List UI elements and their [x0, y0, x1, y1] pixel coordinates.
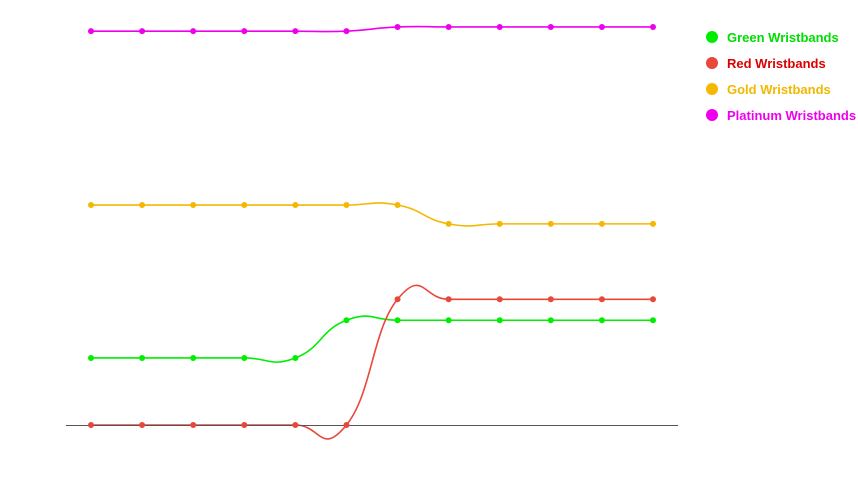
legend-label-green-wristbands: Green Wristbands [727, 29, 839, 45]
series-line-platinum-wristbands [91, 25, 653, 33]
data-point-platinum-wristbands-8[interactable] [445, 23, 452, 30]
legend-label-gold-wristbands: Gold Wristbands [727, 81, 831, 97]
series-points [88, 23, 656, 428]
data-point-red-wristbands-9[interactable] [496, 296, 503, 303]
data-point-gold-wristbands-3[interactable] [190, 202, 197, 209]
data-point-red-wristbands-1[interactable] [88, 422, 94, 428]
data-point-red-wristbands-6[interactable] [343, 422, 350, 428]
legend-marker-green-wristbands [706, 31, 718, 43]
data-point-platinum-wristbands-11[interactable] [598, 23, 605, 30]
legend-label-platinum-wristbands: Platinum Wristbands [727, 107, 857, 123]
legend-item-green-wristbands[interactable]: Green Wristbands [706, 24, 858, 50]
legend-item-red-wristbands[interactable]: Red Wristbands [706, 50, 858, 76]
data-point-gold-wristbands-2[interactable] [139, 202, 146, 209]
data-point-red-wristbands-10[interactable] [547, 296, 554, 303]
data-point-gold-wristbands-5[interactable] [292, 202, 299, 209]
legend-item-platinum-wristbands[interactable]: Platinum Wristbands [706, 102, 858, 128]
data-point-green-wristbands-7[interactable] [394, 317, 401, 324]
data-point-green-wristbands-9[interactable] [496, 317, 503, 324]
data-point-gold-wristbands-7[interactable] [394, 202, 401, 209]
data-point-red-wristbands-7[interactable] [394, 296, 401, 303]
data-point-red-wristbands-2[interactable] [139, 422, 146, 428]
legend-label-red-wristbands: Red Wristbands [727, 55, 826, 71]
data-point-green-wristbands-3[interactable] [190, 354, 197, 361]
data-point-green-wristbands-8[interactable] [445, 317, 452, 324]
data-point-gold-wristbands-12[interactable] [650, 220, 656, 227]
data-point-gold-wristbands-4[interactable] [241, 202, 248, 209]
data-point-gold-wristbands-1[interactable] [88, 202, 94, 209]
data-point-gold-wristbands-10[interactable] [547, 220, 554, 227]
data-point-green-wristbands-10[interactable] [547, 317, 554, 324]
data-point-green-wristbands-5[interactable] [292, 354, 299, 361]
data-point-red-wristbands-3[interactable] [190, 422, 197, 428]
data-point-gold-wristbands-6[interactable] [343, 202, 350, 209]
data-point-green-wristbands-4[interactable] [241, 354, 248, 361]
series-lines [90, 25, 653, 440]
data-point-red-wristbands-5[interactable] [292, 422, 299, 428]
data-point-red-wristbands-12[interactable] [650, 296, 656, 303]
series-line-gold-wristbands [91, 202, 653, 227]
data-point-gold-wristbands-11[interactable] [598, 220, 605, 227]
legend-marker-red-wristbands [706, 57, 718, 69]
data-point-green-wristbands-2[interactable] [139, 354, 146, 361]
data-point-platinum-wristbands-4[interactable] [241, 28, 248, 35]
data-point-platinum-wristbands-9[interactable] [496, 23, 503, 30]
series-line-green-wristbands [91, 315, 653, 363]
data-point-green-wristbands-6[interactable] [343, 317, 350, 324]
data-point-gold-wristbands-8[interactable] [445, 220, 452, 227]
data-point-red-wristbands-8[interactable] [445, 296, 452, 303]
series-line-red-wristbands [90, 284, 653, 440]
legend-marker-gold-wristbands [706, 83, 718, 95]
data-point-green-wristbands-12[interactable] [650, 317, 656, 324]
data-point-platinum-wristbands-6[interactable] [343, 28, 350, 35]
data-point-platinum-wristbands-10[interactable] [547, 23, 554, 30]
data-point-platinum-wristbands-2[interactable] [139, 28, 146, 35]
data-point-green-wristbands-1[interactable] [88, 354, 94, 361]
legend-item-gold-wristbands[interactable]: Gold Wristbands [706, 76, 858, 102]
data-point-platinum-wristbands-3[interactable] [190, 28, 197, 35]
data-point-platinum-wristbands-7[interactable] [394, 23, 401, 30]
data-point-platinum-wristbands-1[interactable] [88, 28, 94, 35]
data-point-gold-wristbands-9[interactable] [496, 220, 503, 227]
legend-marker-platinum-wristbands [706, 109, 718, 121]
data-point-green-wristbands-11[interactable] [598, 317, 605, 324]
chart-legend: Green Wristbands Red Wristbands Gold Wrist… [706, 24, 858, 128]
data-point-red-wristbands-11[interactable] [598, 296, 605, 303]
data-point-platinum-wristbands-12[interactable] [650, 23, 656, 30]
data-point-red-wristbands-4[interactable] [241, 422, 248, 428]
data-point-platinum-wristbands-5[interactable] [292, 28, 299, 35]
